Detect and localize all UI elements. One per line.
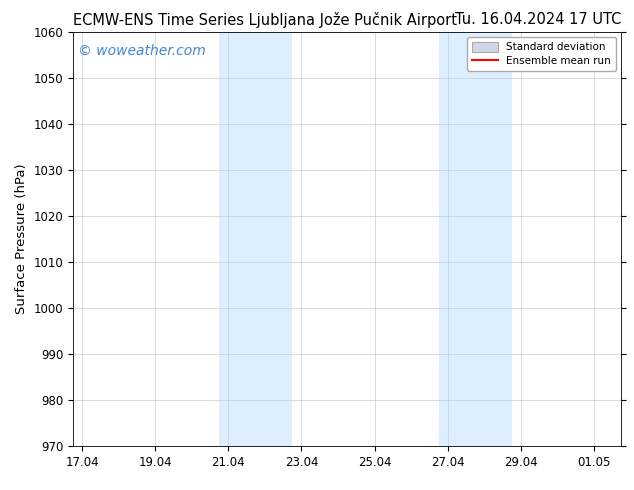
Bar — [439, 32, 512, 446]
Legend: Standard deviation, Ensemble mean run: Standard deviation, Ensemble mean run — [467, 37, 616, 71]
Text: © woweather.com: © woweather.com — [79, 44, 206, 58]
Text: Tu. 16.04.2024 17 UTC: Tu. 16.04.2024 17 UTC — [455, 12, 621, 27]
Bar — [219, 32, 292, 446]
Text: ECMW-ENS Time Series Ljubljana Jože Pučnik Airport: ECMW-ENS Time Series Ljubljana Jože Pučn… — [73, 12, 457, 28]
Y-axis label: Surface Pressure (hPa): Surface Pressure (hPa) — [15, 164, 28, 314]
